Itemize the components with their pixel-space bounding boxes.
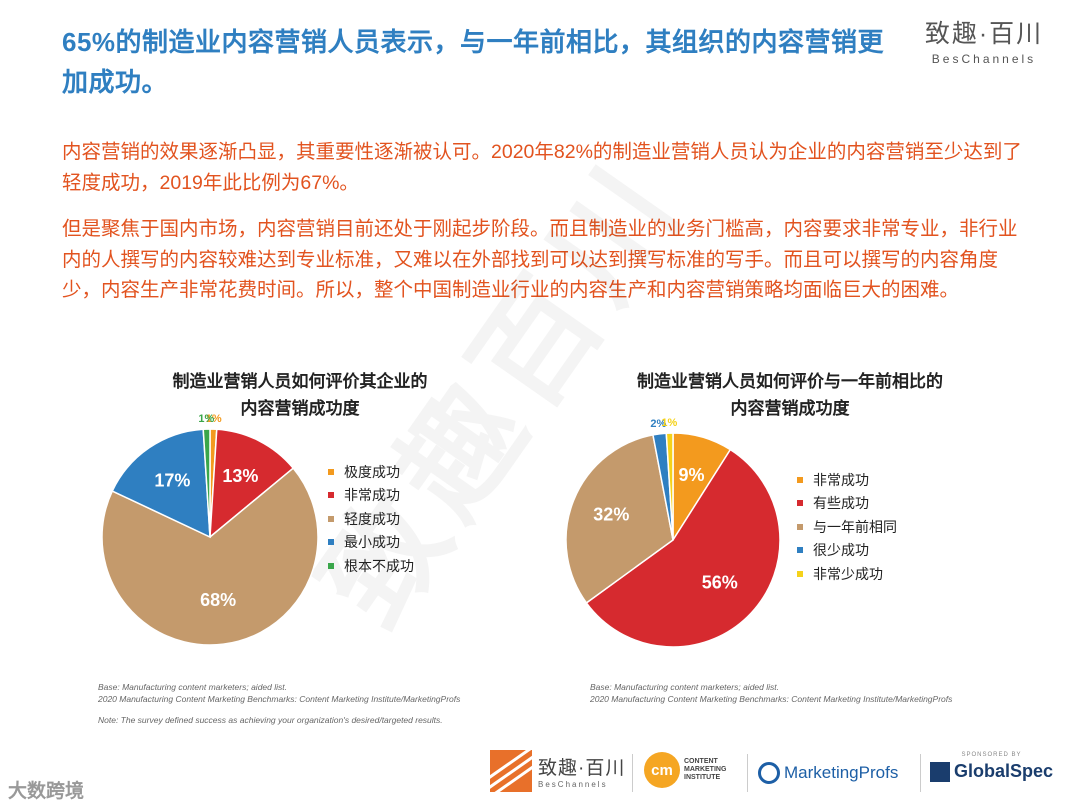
chart1-legend-label-2: 轻度成功 [344,510,400,527]
chart1-note: Note: The survey defined success as achi… [98,715,443,725]
chart2-legend-item-0: 非常成功 [797,468,897,492]
chart1-legend-label-1: 非常成功 [344,487,400,504]
chart2-data-label-3: 2% [650,418,666,430]
beschannels-mark-icon [490,750,532,792]
chart1-data-label-2: 68% [200,590,236,610]
chart1-footnote-source: 2020 Manufacturing Content Marketing Ben… [98,694,461,704]
chart2-legend-label-2: 与一年前相同 [813,518,897,535]
chart1-data-label-3: 17% [154,470,190,490]
logo-divider [747,754,748,792]
marketingprofs-name: MarketingProfs [784,763,899,782]
chart1-data-label-1: 13% [222,466,258,486]
paragraph-1: 内容营销的效果逐渐凸显，其重要性逐渐被认可。2020年82%的制造业营销人员认为… [62,141,1022,194]
page-title: 65%的制造业内容营销人员表示，与一年前相比，其组织的内容营销更加成功。 [62,27,885,97]
cmi-text-line1: CONTENT [684,758,718,765]
chart1-slice-3 [111,428,211,539]
chart1-legend-label-0: 极度成功 [344,463,400,480]
cmi-text-line3: INSTITUTE [684,774,721,781]
chart2-legend-swatch-3 [797,547,803,554]
beschannels-logo: 致趣·百川 BesChannels [490,750,625,792]
chart2-legend-item-3: 很少成功 [797,539,897,563]
beschannels-name-cn: 致趣·百川 [538,758,626,779]
marketingprofs-logo: MarketingProfs [758,762,898,784]
globalspec-logo: SPONSORED BY GlobalSpec [930,752,1053,782]
chart2-title-line2: 内容营销成功度 [730,399,850,418]
chart2-data-label-0: 9% [679,465,705,485]
chart1-legend-swatch-3 [328,539,334,546]
chart2-legend-swatch-1 [797,500,803,507]
chart2-slice-2 [565,434,674,604]
cmi-mark-icon: cm [644,752,680,788]
chart2-footnote-base: Base: Manufacturing content marketers; a… [590,682,779,692]
cmi-text-line2: MARKETING [684,766,727,773]
chart1-footnotes: Base: Manufacturing content marketers; a… [98,681,558,726]
chart1-slice-1 [209,428,295,539]
chart2-slice-4 [665,432,674,541]
chart1-slice-4 [202,428,211,538]
chart1-legend-swatch-4 [328,562,334,569]
chart2-legend-label-4: 非常少成功 [813,565,883,582]
chart2-legend-item-1: 有些成功 [797,492,897,516]
chart1-title-line2: 内容营销成功度 [240,399,360,418]
chart1-legend-swatch-0 [328,468,334,475]
chart2-data-label-1: 56% [702,573,738,593]
chart2-data-label-4: 1% [661,417,677,429]
globalspec-name: GlobalSpec [954,761,1054,781]
chart1-legend-item-2: 轻度成功 [328,507,414,531]
chart2-legend-label-1: 有些成功 [813,495,869,512]
chart2-legend-swatch-0 [797,476,803,483]
brand-logo: 致趣·百川 BesChannels [914,14,1054,66]
chart2-title-line1: 制造业营销人员如何评价与一年前相比的 [637,372,943,391]
logo-divider [920,754,921,792]
chart1-legend-swatch-2 [328,515,334,522]
logo-divider [632,754,633,792]
chart2-title: 制造业营销人员如何评价与一年前相比的 内容营销成功度 [590,368,990,422]
chart2-legend: 非常成功有些成功与一年前相同 很少成功非常少成功 [797,468,897,586]
chart1-legend-item-1: 非常成功 [328,484,414,508]
chart2-legend-label-0: 非常成功 [813,471,869,488]
chart2-footnotes: Base: Manufacturing content marketers; a… [590,681,1050,705]
chart1-legend: 极度成功非常成功轻度成功最小成功根本不成功 [328,460,414,578]
chart2-pie: 9% 56% 32% 2%1% [565,417,781,648]
chart1-legend-label-3: 最小成功 [344,534,400,551]
chart1-legend-item-0: 极度成功 [328,460,414,484]
brand-name-cn: 致趣·百川 [924,20,1044,48]
partner-logos: 致趣·百川 BesChannels cm CONTENT MARKETING I… [490,748,1070,803]
paragraph-2: 但是聚焦于国内市场，内容营销目前还处于刚起步阶段。而且制造业的业务门槛高，内容要… [62,218,1018,301]
sponsored-by-label: SPONSORED BY [961,752,1022,758]
chart1-title-line1: 制造业营销人员如何评价其企业的 [172,372,428,391]
chart2-legend-item-2: 与一年前相同 [797,515,897,539]
chart1-footnote-base: Base: Manufacturing content marketers; a… [98,682,287,692]
beschannels-name-en: BesChannels [538,780,608,789]
chart1-pie: 1% 13% 68% 17% 1% [101,413,319,646]
brand-name-en: BesChannels [931,52,1037,66]
chart2-data-label-2: 32% [593,504,629,524]
chart2-slice-1 [585,448,781,648]
chart2-footnote-source: 2020 Manufacturing Content Marketing Ben… [590,694,953,704]
chart2-legend-label-3: 很少成功 [813,542,869,559]
marketingprofs-mark-icon [758,762,780,784]
corner-watermark: 大数跨境 [8,781,85,802]
chart1-legend-swatch-1 [328,492,334,499]
chart1-legend-label-4: 根本不成功 [344,557,414,574]
chart1-data-label-0: 1% [206,413,222,425]
chart2-legend-swatch-2 [797,523,803,530]
chart1-title: 制造业营销人员如何评价其企业的 内容营销成功度 [140,368,460,422]
chart1-legend-item-4: 根本不成功 [328,554,414,578]
chart1-data-label-4: 1% [198,413,214,425]
cmi-logo: cm CONTENT MARKETING INSTITUTE [644,752,726,788]
globalspec-mark-icon [930,761,950,782]
chart2-legend-item-4: 非常少成功 [797,562,897,586]
chart2-legend-swatch-4 [797,570,803,577]
chart1-legend-item-3: 最小成功 [328,531,414,555]
